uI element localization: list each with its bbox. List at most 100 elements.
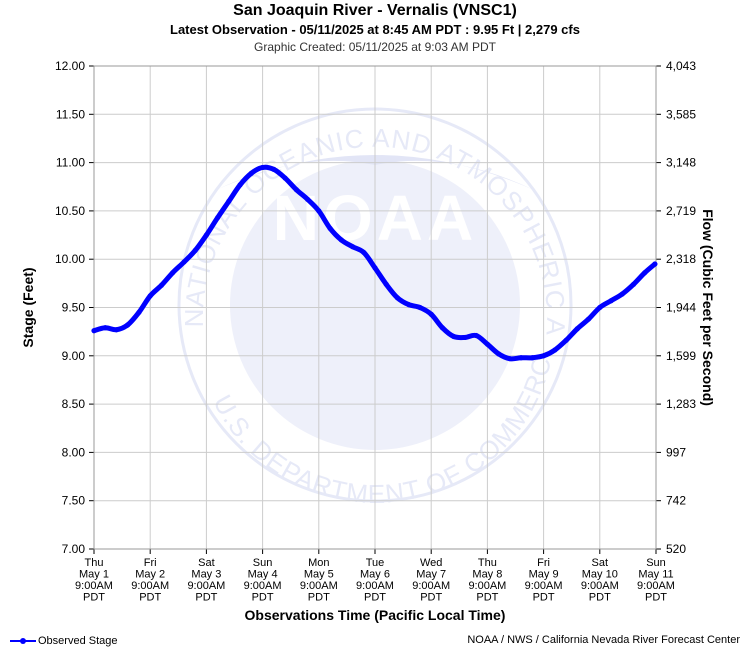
x-tick-label-line: May 9: [529, 569, 559, 581]
watermark-logo-text: NOAA: [273, 182, 477, 254]
x-tick-label-line: 9:00AM: [187, 580, 225, 592]
x-tick-label: Tue May 6 9:00AM PDT: [356, 557, 394, 604]
x-tick-label-line: May 2: [135, 569, 165, 581]
graphic-created-text: Graphic Created: 05/11/2025 at 9:03 AM P…: [254, 40, 496, 54]
observed-stage-point: [158, 282, 165, 288]
observed-stage-point: [574, 326, 580, 332]
observed-stage-point: [518, 355, 524, 361]
x-tick-label-line: PDT: [252, 592, 274, 604]
legend: Observed Stage: [10, 635, 118, 647]
x-tick-label-line: 9:00AM: [412, 580, 450, 592]
x-tick-label-line: May 10: [582, 569, 618, 581]
observed-stage-point: [113, 327, 120, 333]
chart-grid: [93, 65, 657, 550]
x-tick-label: Sun May 4 9:00AM PDT: [244, 557, 282, 604]
x-tick-label: Thu May 8 9:00AM PDT: [468, 557, 506, 604]
y2-tick-label: 4,043: [666, 59, 696, 73]
observed-stage-point: [507, 356, 513, 362]
x-tick-label-line: Tue: [366, 557, 385, 569]
x-tick-label-line: May 4: [248, 569, 278, 581]
chart-subtitle: Latest Observation - 05/11/2025 at 8:45 …: [170, 22, 580, 37]
observed-stage-point: [428, 311, 434, 317]
x-tick-label-line: 9:00AM: [244, 580, 282, 592]
y-tick-label: 10.00: [55, 252, 85, 266]
y-tick-label: 8.50: [62, 397, 86, 411]
x-tick-label: Sat May 10 9:00AM PDT: [581, 557, 619, 604]
x-tick-label-line: 9:00AM: [300, 580, 338, 592]
observed-stage-point: [473, 332, 479, 339]
x-tick-label: Thu May 1 9:00AM PDT: [75, 557, 113, 604]
y2-tick-label: 1,944: [666, 301, 696, 315]
x-tick-label-line: PDT: [476, 592, 498, 604]
observed-stage-point: [215, 215, 221, 221]
x-tick-label-line: Wed: [420, 557, 442, 569]
x-tick-label: Mon May 5 9:00AM PDT: [300, 557, 338, 604]
observed-stage-point: [338, 237, 344, 243]
x-tick-label-line: PDT: [139, 592, 161, 604]
x-tick-label-line: Sun: [646, 557, 666, 569]
y-tick-label: 9.00: [62, 349, 86, 363]
x-tick-label-line: May 7: [416, 569, 446, 581]
x-tick-label-line: PDT: [364, 592, 386, 604]
observed-stage-point: [181, 259, 187, 265]
observed-stage-point: [563, 337, 569, 343]
x-tick-label-line: 9:00AM: [356, 580, 394, 592]
observed-stage-point: [293, 187, 299, 193]
x-tick-label-line: PDT: [195, 592, 217, 604]
x-tick-label-line: May 6: [360, 569, 390, 581]
y-tick-label: 11.50: [56, 107, 85, 121]
observed-stage-point: [237, 182, 243, 188]
x-tick-label-line: 9:00AM: [637, 580, 675, 592]
observed-stage-point: [585, 316, 592, 322]
x-tick-label-line: PDT: [83, 592, 105, 604]
legend-line-icon: [10, 636, 36, 646]
y2-axis-title: Flow (Cubic Feet per Second): [700, 209, 716, 406]
observed-stage-point: [349, 244, 356, 250]
observed-stage-point: [630, 281, 637, 287]
plot-frame: [93, 65, 657, 550]
x-tick-label-line: PDT: [645, 592, 667, 604]
x-tick-label-line: PDT: [533, 592, 555, 604]
observed-stage-point: [597, 304, 603, 311]
observed-stage-point: [383, 281, 389, 287]
x-tick-label-line: May 3: [191, 569, 221, 581]
x-tick-label: Sat May 3 9:00AM PDT: [187, 557, 225, 604]
observed-stage-point: [226, 198, 232, 204]
y2-tick-label: 1,599: [666, 349, 696, 363]
y2-tick-label: 2,318: [666, 252, 696, 266]
observed-stage-point: [529, 355, 535, 361]
y-axis-title: Stage (Feet): [20, 267, 36, 347]
observed-stage-point: [608, 298, 614, 304]
x-tick-label-line: Sat: [592, 557, 609, 569]
observed-stage-point: [484, 341, 490, 347]
y2-tick-label: 742: [666, 494, 686, 508]
observed-stage-point: [496, 351, 502, 357]
x-axis-title: Observations Time (Pacific Local Time): [245, 607, 506, 623]
y-tick-label: 7.50: [62, 494, 86, 508]
watermark-gull: [216, 155, 534, 190]
x-tick-label-line: 9:00AM: [75, 580, 113, 592]
observed-stage-point: [304, 196, 311, 202]
y-tick-label: 10.50: [55, 204, 85, 218]
y2-tick-label: 520: [666, 542, 686, 556]
observed-stage-point: [619, 291, 625, 297]
x-tick-label: Sun May 11 9:00AM PDT: [637, 557, 675, 604]
x-tick-label-line: Fri: [537, 557, 550, 569]
observed-stage-point: [417, 304, 423, 311]
y2-tick-label: 2,719: [666, 204, 696, 218]
observed-stage-point: [406, 302, 412, 308]
observed-stage-point: [372, 265, 378, 271]
x-tick-label-line: 9:00AM: [131, 580, 169, 592]
chart-title: San Joaquin River - Vernalis (VNSC1): [233, 2, 517, 19]
y-tick-label: 7.00: [62, 542, 86, 556]
x-tick-label: Fri May 9 9:00AM PDT: [525, 557, 563, 604]
x-tick-label-line: May 1: [79, 569, 109, 581]
y2-tick-label: 1,283: [666, 397, 696, 411]
x-tick-label-line: 9:00AM: [581, 580, 619, 592]
x-tick-label-line: May 11: [638, 569, 673, 581]
x-tick-label-line: PDT: [420, 592, 442, 604]
observed-stage-point: [552, 347, 558, 353]
x-tick-label-line: Sat: [198, 557, 215, 569]
x-tick-label-line: Thu: [85, 557, 104, 569]
